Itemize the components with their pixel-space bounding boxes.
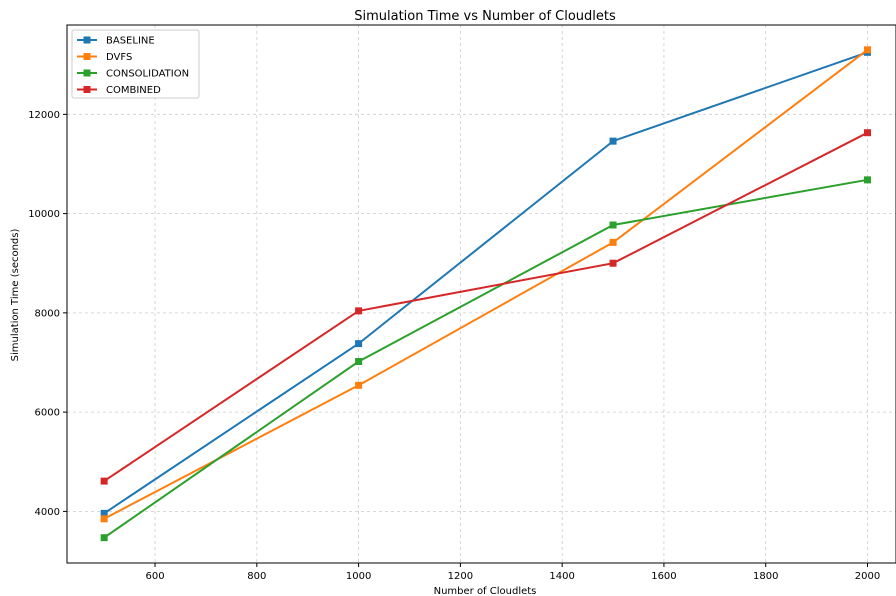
data-point-combined [864, 129, 872, 137]
legend-item-combined: COMBINED [77, 85, 161, 96]
legend: BASELINE DVFS CONSOLIDATION COMBINED [71, 29, 200, 99]
y-tick-label: 4000 [35, 507, 60, 518]
data-point-baseline [609, 137, 617, 145]
legend-label: BASELINE [106, 36, 155, 47]
y-tick-label: 8000 [35, 308, 60, 319]
x-tick-label: 1800 [753, 571, 778, 582]
legend-swatch-marker [83, 86, 91, 93]
legend-item-baseline: BASELINE [77, 36, 155, 47]
data-point-dvfs [100, 515, 108, 523]
legend-swatch-marker [83, 36, 91, 44]
data-point-combined [355, 307, 363, 315]
x-tick-label: 600 [145, 571, 164, 582]
data-point-baseline [355, 340, 363, 348]
y-tick-label: 10000 [28, 209, 60, 220]
series-consolidation [100, 176, 872, 542]
plot-area-frame [66, 24, 896, 564]
x-tick-label: 2000 [855, 571, 880, 582]
legend-label: CONSOLIDATION [106, 69, 189, 80]
series-line-baseline [103, 51, 868, 515]
x-tick-label: 1200 [448, 571, 473, 582]
grid-lines [67, 25, 896, 563]
x-tick-label: 1600 [651, 571, 676, 582]
y-tick-label: 12000 [28, 110, 60, 121]
chart-title: Simulation Time vs Number of Cloudlets [354, 9, 616, 24]
x-tick-label: 800 [247, 571, 266, 582]
data-point-consolidation [864, 176, 872, 184]
series-combined [100, 129, 872, 485]
x-axis-ticks: 600 800 1000 1200 1400 1600 1800 2000 [145, 563, 880, 582]
data-point-baseline [100, 509, 108, 517]
series-lines [100, 46, 872, 542]
y-tick-label: 6000 [35, 408, 60, 419]
series-line-combined [103, 131, 868, 482]
legend-label: COMBINED [106, 85, 161, 96]
data-point-dvfs [864, 46, 872, 54]
data-point-consolidation [609, 221, 617, 229]
data-point-consolidation [355, 357, 363, 365]
data-point-combined [609, 259, 617, 267]
series-baseline [100, 48, 872, 517]
x-tick-label: 1400 [549, 571, 574, 582]
series-line-dvfs [103, 49, 869, 520]
y-axis-ticks: 4000 6000 8000 10000 12000 [28, 110, 67, 518]
data-point-dvfs [355, 381, 363, 389]
legend-swatch-marker [83, 69, 91, 77]
legend-label: DVFS [106, 52, 132, 63]
data-point-combined [100, 477, 108, 485]
y-axis-label: Simulation Time (seconds) [10, 229, 21, 362]
series-dvfs [100, 46, 872, 523]
data-point-dvfs [609, 238, 617, 246]
x-axis-label: Number of Cloudlets [434, 586, 537, 596]
legend-swatch-marker [83, 53, 91, 60]
x-tick-label: 1000 [346, 571, 371, 582]
legend-frame [71, 29, 200, 99]
legend-item-consolidation: CONSOLIDATION [77, 69, 189, 80]
series-line-consolidation [103, 178, 868, 539]
legend-item-dvfs: DVFS [77, 52, 132, 63]
data-point-consolidation [100, 534, 108, 542]
